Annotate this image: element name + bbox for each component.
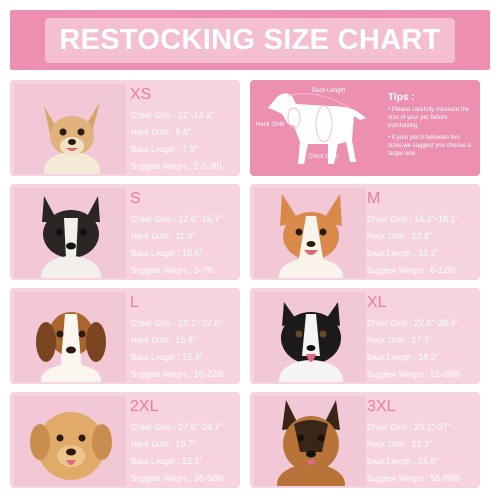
size-specs: Chest Girth : 27.6"-34.7" Neck Girth : 1… [131,419,224,487]
size-card-s: S Chest Girth : 12.6"-15.7" Neck Girth :… [10,184,240,280]
size-card-xs: XS Chest Girth : 11"-14.2" Neck Girth : … [10,80,240,176]
tips-list: • Please carefully measure the size of y… [388,106,480,162]
back-length-row: Back Length : 15.4" [131,352,203,362]
back-length-row: Back Length : 18.9" [367,352,439,362]
size-card-m: M Chest Girth : 14.2"-18.1" Neck Girth :… [250,184,480,280]
tips-title: Tips : [388,92,415,103]
chihuahua-image [14,84,126,174]
size-specs: Chest Girth : 18.1"-22.8" Neck Girth : 1… [131,315,224,383]
size-specs: Chest Girth : 12.6"-15.7" Neck Girth : 1… [131,211,223,279]
size-label: L [130,294,139,311]
neck-girth-row: Neck Girth : 13.8" [367,231,433,241]
suggest-weight-row: Suggest Weight : 22-38lb [367,369,461,379]
suggest-weight-row: Suggest Weight : 38-58lb [131,473,225,483]
neck-girth-row: Neck Girth : 9.8" [131,127,192,137]
back-length-row: Back Length : 10.6" [131,248,203,258]
neck-girth-row: Neck Girth : 21.3" [367,439,433,449]
size-label: M [367,190,381,207]
back-length-row: Back Length : 24.8" [367,456,439,466]
chest-girth-row: Chest Girth : 11"-14.2" [131,110,215,120]
back-length-row: Back Length : 7.9" [131,144,198,154]
size-label: 2XL [130,398,159,415]
suggest-weight-row: Suggest Weight : 3-7lb [131,265,215,275]
neck-girth-label: Neck Girth [256,122,285,128]
size-label: XL [367,294,387,311]
tip-item: • If your pet is between two sizes,we su… [388,135,472,157]
golden-retriever-image [14,396,126,486]
suggest-weight-row: Suggest Weight : 6-12lb [367,265,456,275]
border-collie-image [254,292,366,382]
chest-girth-label: Chest Girth [308,154,339,160]
suggest-weight-row: Suggest Weight : 58-88lb [367,473,461,483]
suggest-weight-row: Suggest Weight : 10-22lb [131,369,225,379]
french-bulldog-image [14,188,126,278]
corgi-image [254,188,366,278]
size-specs: Chest Girth : 22.8"-28.4" Neck Girth : 1… [367,315,460,383]
header-banner: RESTOCKING SIZE CHART [10,10,490,70]
neck-girth-row: Neck Girth : 11.4" [131,231,196,241]
size-card-l: L Chest Girth : 18.1"-22.8" Neck Girth :… [10,288,240,384]
back-length-row: Back Length : 22.1" [131,456,203,466]
back-length-label: Back Length [312,88,346,94]
chest-girth-row: Chest Girth : 14.2"-18.1" [367,214,459,224]
size-card-xl: XL Chest Girth : 22.8"-28.4" Neck Girth … [250,288,480,384]
size-card-2xl: 2XL Chest Girth : 27.6"-34.7" Neck Girth… [10,392,240,488]
page-title: RESTOCKING SIZE CHART [45,17,455,63]
back-length-row: Back Length : 12.2" [367,248,439,258]
dog-measurement-diagram [268,93,366,164]
size-label: S [130,190,141,207]
size-label: 3XL [367,398,396,415]
german-shepherd-image [254,396,366,486]
size-specs: Chest Girth : 11"-14.2" Neck Girth : 9.8… [131,107,222,175]
neck-girth-row: Neck Girth : 15.8" [131,335,197,345]
size-specs: Chest Girth : 14.2"-18.1" Neck Girth : 1… [367,211,459,279]
size-label: XS [130,86,152,103]
beagle-image [14,292,126,382]
neck-girth-row: Neck Girth : 19.7" [131,439,197,449]
tip-item: • Please carefully measure the size of y… [388,107,470,129]
chest-girth-row: Chest Girth : 18.1"-22.8" [131,318,223,328]
chest-girth-row: Chest Girth : 27.6"-34.7" [131,422,223,432]
chest-girth-row: Chest Girth : 29.1"-37" [367,422,452,432]
tips-card: Back Length Neck Girth Chest Girth Tips … [250,80,480,176]
chest-girth-row: Chest Girth : 12.6"-15.7" [131,214,223,224]
chest-girth-row: Chest Girth : 22.8"-28.4" [367,318,459,328]
neck-girth-row: Neck Girth : 17.7 [367,335,429,345]
size-card-3xl: 3XL Chest Girth : 29.1"-37" Neck Girth :… [250,392,480,488]
suggest-weight-row: Suggest Weight : 2.5-3lb [131,161,222,171]
size-specs: Chest Girth : 29.1"-37" Neck Girth : 21.… [367,419,460,487]
